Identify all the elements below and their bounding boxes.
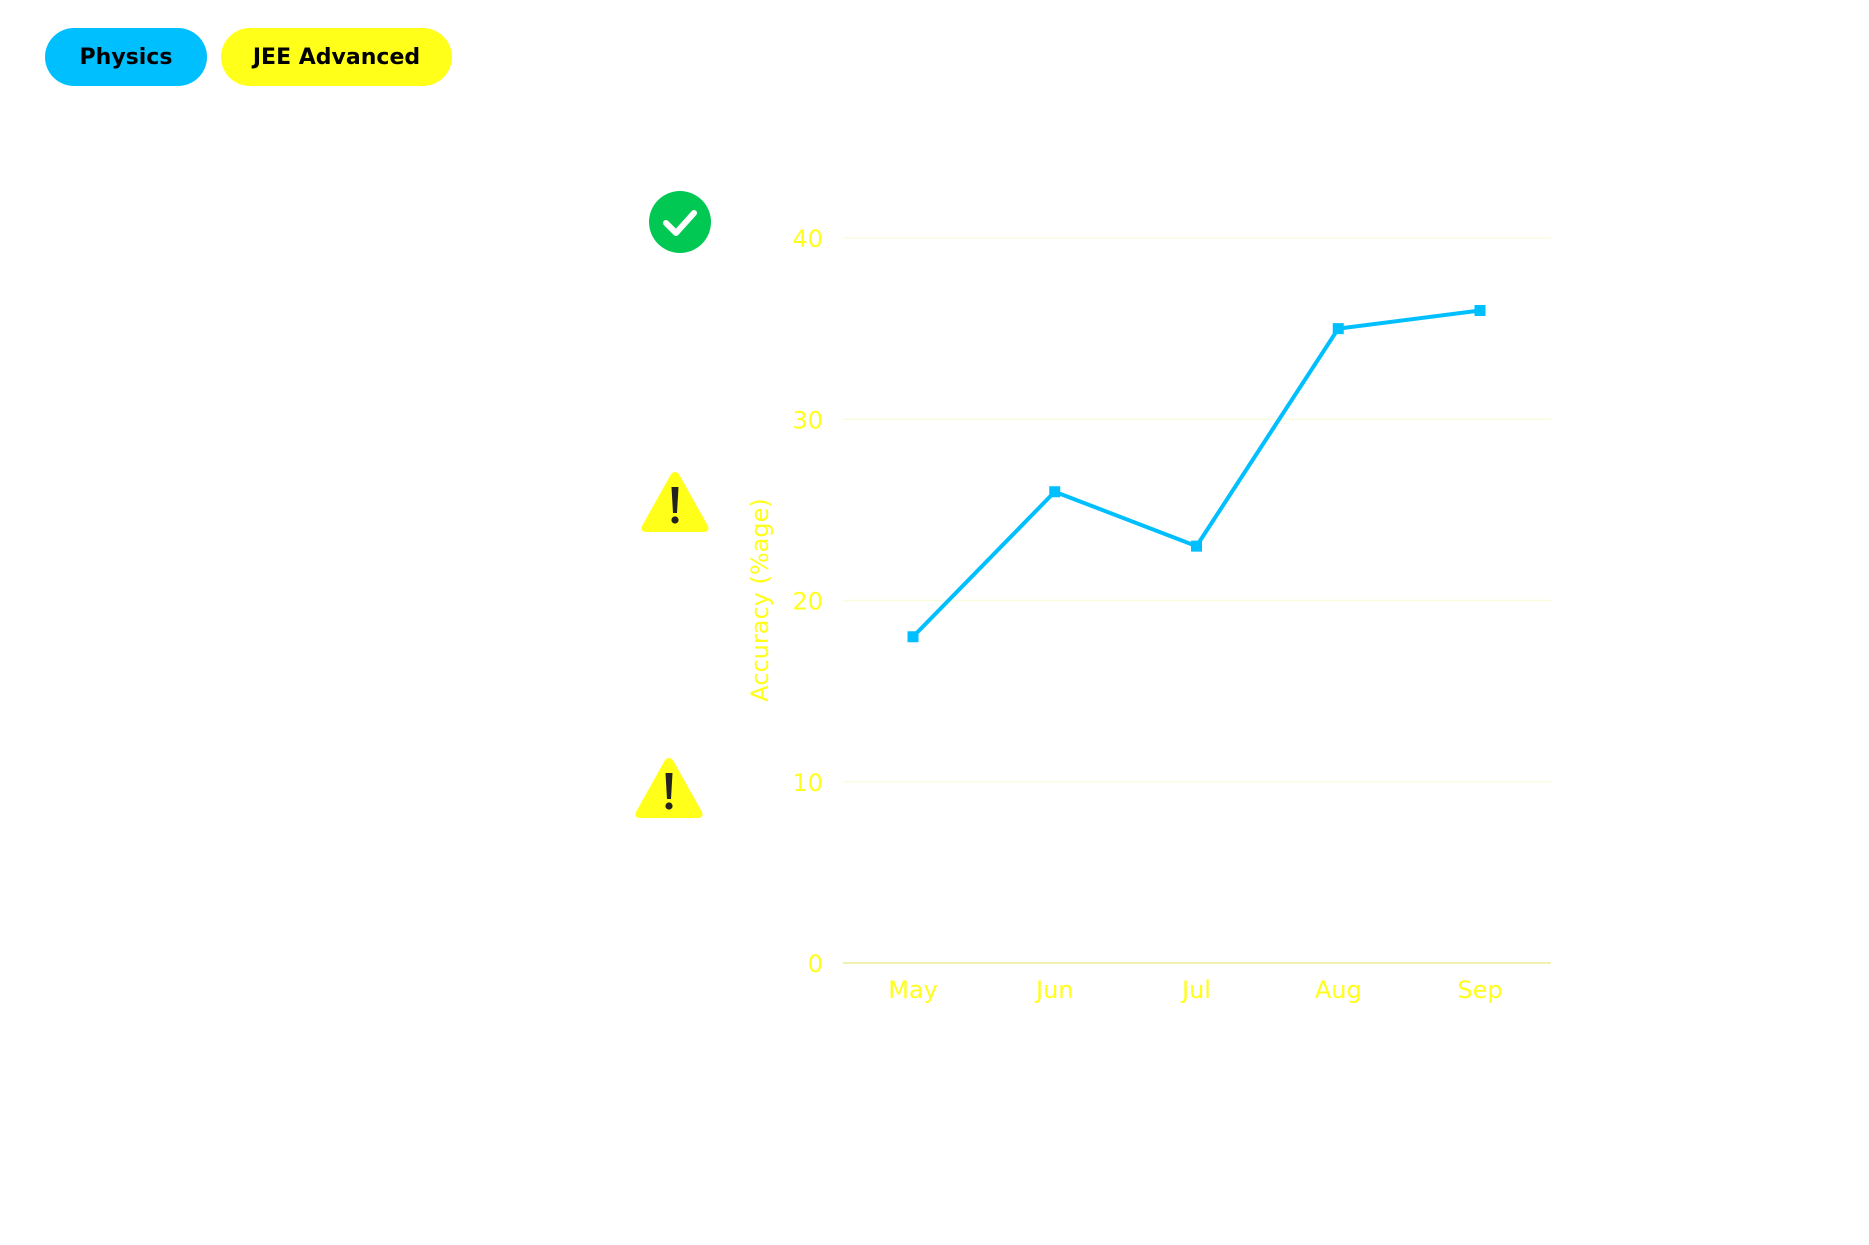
exam-tag-label: JEE Advanced xyxy=(252,44,421,70)
x-tick-label: Aug xyxy=(1315,976,1362,1004)
y-tick-label: 10 xyxy=(792,769,823,797)
data-point xyxy=(1191,540,1202,552)
warning-triangle-icon xyxy=(641,472,709,532)
series-line xyxy=(911,308,1481,639)
data-point xyxy=(1049,486,1061,498)
y-tick-label: 30 xyxy=(792,406,823,434)
y-tick-label: 20 xyxy=(792,588,823,616)
grid-lines xyxy=(843,237,1551,964)
warning-triangle-icon xyxy=(635,758,703,818)
x-tick-label: Jul xyxy=(1180,976,1211,1004)
data-point xyxy=(1474,305,1486,316)
x-tick-label: Sep xyxy=(1457,976,1502,1004)
y-tick-label: 40 xyxy=(792,225,823,253)
exam-tag[interactable]: JEE Advanced xyxy=(221,28,452,86)
data-point xyxy=(907,631,919,643)
y-tick-label: 0 xyxy=(808,950,823,978)
check-circle-icon xyxy=(649,191,711,253)
subject-tag[interactable]: Physics xyxy=(45,28,207,86)
series-accuracy xyxy=(907,305,1486,643)
x-axis-ticks: May Jun Jul Aug Sep xyxy=(888,976,1502,1004)
y-axis-title: Accuracy (%age) xyxy=(746,498,774,701)
x-tick-label: Jun xyxy=(1034,976,1074,1004)
data-point xyxy=(1332,323,1344,335)
x-tick-label: May xyxy=(888,976,938,1004)
subject-tag-label: Physics xyxy=(79,44,173,70)
y-axis-ticks: 0 10 20 30 40 xyxy=(792,225,823,978)
